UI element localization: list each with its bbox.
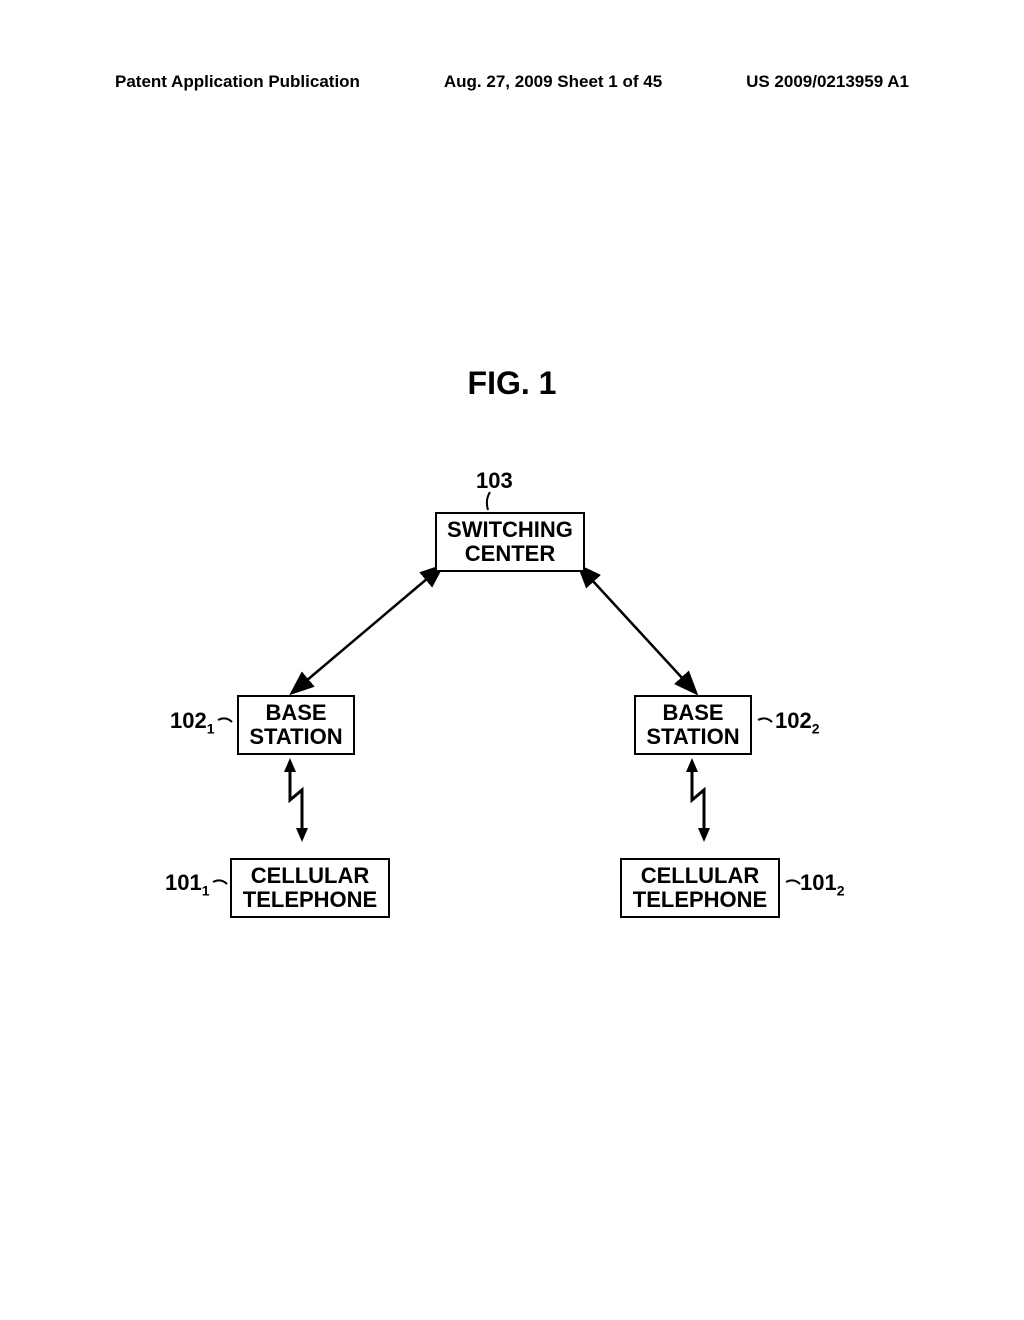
ref-1012-main: 101 — [800, 870, 837, 895]
header-center: Aug. 27, 2009 Sheet 1 of 45 — [444, 72, 662, 92]
ref-1022-sub: 2 — [812, 720, 820, 736]
page-header: Patent Application Publication Aug. 27, … — [0, 72, 1024, 92]
ref-103-text: 103 — [476, 468, 513, 493]
ref-1011-sub: 1 — [202, 882, 210, 898]
ref-1021-leader — [218, 718, 232, 722]
node-cell-phone-1: CELLULAR TELEPHONE — [230, 858, 390, 918]
ref-1021-sub: 1 — [207, 720, 215, 736]
node-cell-phone-2: CELLULAR TELEPHONE — [620, 858, 780, 918]
ref-cell-phone-2: 1012 — [800, 870, 845, 898]
node-base-station-2: BASE STATION — [634, 695, 752, 755]
diagram-container: 103 SWITCHING CENTER 1021 BASE STATION B… — [0, 470, 1024, 990]
ref-switching-center: 103 — [476, 468, 513, 494]
node-base-station-1: BASE STATION — [237, 695, 355, 755]
ref-103-leader — [487, 492, 490, 510]
ref-cell-phone-1: 1011 — [165, 870, 210, 898]
figure-title: FIG. 1 — [468, 365, 557, 402]
header-left: Patent Application Publication — [115, 72, 360, 92]
ref-1012-sub: 2 — [837, 882, 845, 898]
ref-1012-leader — [786, 880, 800, 884]
edge-bs2-cp2 — [686, 758, 710, 842]
node-switching-center: SWITCHING CENTER — [435, 512, 585, 572]
ref-1011-leader — [213, 880, 227, 884]
ref-1011-main: 101 — [165, 870, 202, 895]
ref-base-station-2: 1022 — [775, 708, 820, 736]
ref-base-station-1: 1021 — [170, 708, 215, 736]
ref-1022-leader — [758, 718, 772, 722]
ref-1021-main: 102 — [170, 708, 207, 733]
edge-sc-bs2 — [580, 567, 695, 692]
edge-bs1-cp1 — [284, 758, 308, 842]
ref-1022-main: 102 — [775, 708, 812, 733]
edge-sc-bs1 — [293, 567, 441, 692]
header-right: US 2009/0213959 A1 — [746, 72, 909, 92]
